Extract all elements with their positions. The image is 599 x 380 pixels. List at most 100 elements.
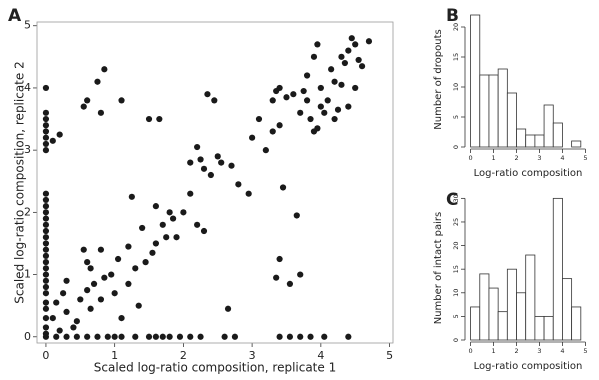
point bbox=[42, 265, 50, 272]
y-tick-label: 5 bbox=[452, 115, 460, 119]
point bbox=[365, 38, 373, 45]
bar bbox=[506, 92, 517, 148]
point bbox=[97, 246, 105, 253]
x-tick-label: 5 bbox=[386, 349, 393, 362]
bar bbox=[571, 306, 582, 341]
point bbox=[84, 97, 91, 104]
point bbox=[60, 290, 67, 297]
point bbox=[101, 66, 108, 73]
point bbox=[314, 125, 321, 132]
point bbox=[187, 190, 194, 197]
point bbox=[269, 128, 276, 135]
point bbox=[194, 221, 201, 228]
point bbox=[297, 109, 304, 116]
bar bbox=[470, 306, 481, 341]
point bbox=[338, 53, 345, 60]
point bbox=[87, 305, 94, 312]
point bbox=[307, 115, 314, 123]
point bbox=[303, 97, 311, 104]
point bbox=[276, 84, 283, 92]
point bbox=[73, 333, 80, 340]
bar bbox=[525, 134, 536, 148]
point bbox=[135, 302, 142, 309]
point bbox=[249, 134, 256, 141]
point bbox=[84, 333, 91, 340]
point bbox=[200, 227, 208, 235]
point bbox=[228, 162, 235, 169]
y-tick-label: 25 bbox=[452, 218, 460, 226]
point bbox=[125, 243, 132, 250]
bar bbox=[488, 74, 499, 148]
point bbox=[324, 97, 331, 104]
point bbox=[142, 259, 149, 266]
point bbox=[293, 212, 300, 219]
point bbox=[310, 53, 318, 60]
bar bbox=[562, 278, 573, 341]
point bbox=[331, 78, 338, 85]
point bbox=[269, 97, 276, 104]
point bbox=[42, 190, 50, 197]
y-tick-label: 1 bbox=[24, 268, 31, 281]
point bbox=[187, 333, 194, 340]
point bbox=[297, 271, 304, 278]
point bbox=[42, 215, 50, 222]
point bbox=[94, 78, 101, 85]
point bbox=[42, 203, 50, 210]
point bbox=[276, 333, 283, 340]
point bbox=[77, 296, 84, 303]
point bbox=[176, 333, 184, 340]
point bbox=[73, 318, 80, 325]
panel-label: C bbox=[446, 190, 458, 210]
x-tick-label: 2 bbox=[180, 349, 187, 362]
bar bbox=[534, 315, 545, 341]
point bbox=[49, 315, 56, 322]
bar bbox=[470, 14, 481, 148]
point bbox=[221, 333, 228, 340]
bar bbox=[479, 273, 490, 341]
point bbox=[338, 81, 345, 88]
point bbox=[56, 131, 63, 138]
x-tick-label: 5 bbox=[583, 347, 587, 355]
point bbox=[63, 308, 70, 315]
point bbox=[159, 221, 166, 228]
y-tick-label: 20 bbox=[452, 241, 460, 249]
point bbox=[297, 333, 304, 340]
x-axis-label: Scaled log-ratio composition, replicate … bbox=[94, 361, 336, 375]
bar bbox=[571, 140, 582, 148]
point bbox=[334, 106, 342, 113]
point bbox=[42, 140, 50, 148]
point bbox=[166, 333, 173, 340]
point bbox=[42, 315, 50, 322]
point bbox=[42, 234, 50, 241]
x-tick-label: 1 bbox=[111, 349, 118, 362]
point bbox=[331, 115, 338, 123]
point bbox=[84, 259, 91, 266]
point bbox=[286, 280, 294, 288]
x-tick-label: 4 bbox=[560, 154, 564, 162]
point bbox=[53, 299, 60, 306]
y-axis-label: Scaled log-ratio composition, replicate … bbox=[13, 61, 27, 303]
point bbox=[245, 190, 252, 197]
bar bbox=[525, 254, 536, 341]
bar bbox=[516, 128, 527, 148]
point bbox=[307, 333, 314, 340]
point bbox=[42, 299, 50, 306]
point bbox=[341, 59, 348, 67]
bar bbox=[516, 292, 527, 341]
bar bbox=[506, 268, 517, 341]
point bbox=[42, 115, 50, 123]
point bbox=[276, 122, 283, 129]
point bbox=[173, 234, 180, 241]
point bbox=[197, 156, 204, 163]
point bbox=[224, 305, 232, 312]
y-tick-label: 0 bbox=[452, 145, 460, 149]
point bbox=[321, 109, 328, 116]
point bbox=[180, 209, 187, 216]
bar bbox=[488, 287, 499, 341]
point bbox=[317, 84, 324, 92]
point bbox=[80, 246, 87, 253]
point bbox=[235, 181, 242, 188]
point bbox=[114, 255, 122, 263]
x-tick-label: 1 bbox=[491, 154, 495, 162]
